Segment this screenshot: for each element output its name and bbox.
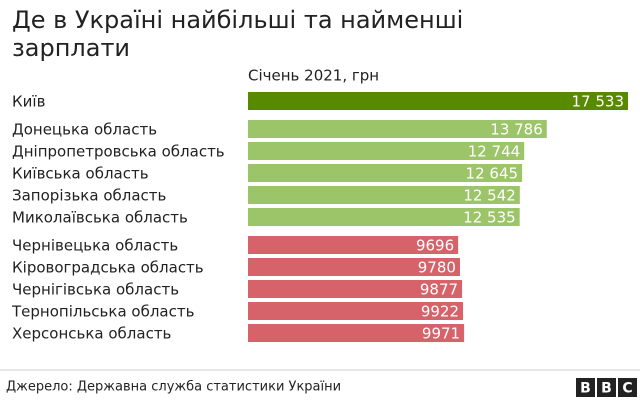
value-label: 13 786 — [490, 121, 543, 139]
value-label: 12 542 — [463, 187, 516, 205]
value-label: 9971 — [422, 325, 460, 343]
logo-box — [618, 378, 637, 397]
bar — [248, 164, 523, 182]
bar — [248, 302, 464, 320]
category-label: Херсонська область — [12, 325, 171, 343]
value-label: 9922 — [421, 303, 459, 321]
category-label: Запорізька область — [12, 187, 166, 205]
logo-letter: B — [580, 381, 591, 397]
bar — [248, 236, 459, 254]
bar — [248, 142, 525, 160]
category-label: Кіровоградська область — [12, 259, 204, 277]
logo-letter: B — [601, 381, 612, 397]
category-label: Дніпропетровська область — [12, 143, 225, 161]
value-label: 12 535 — [463, 209, 516, 227]
value-label: 9696 — [416, 237, 454, 255]
category-label: Миколаївська область — [12, 209, 188, 227]
bar — [248, 208, 520, 226]
value-label: 17 533 — [572, 93, 625, 111]
category-label: Чернігівська область — [12, 281, 179, 299]
value-label: 9877 — [420, 281, 458, 299]
bar — [248, 324, 465, 342]
chart-title: Де в Україні найбільші та найменші зарпл… — [12, 6, 464, 62]
logo-box — [597, 378, 616, 397]
bar — [248, 280, 463, 298]
bar — [248, 186, 520, 204]
category-label: Чернівецька область — [12, 237, 178, 255]
logo-letter: C — [622, 381, 632, 397]
bar — [248, 120, 547, 138]
chart-subtitle: Січень 2021, грн — [248, 67, 379, 85]
value-label: 12 744 — [468, 143, 521, 161]
logo-box — [576, 378, 595, 397]
category-label: Тернопільська область — [11, 303, 194, 321]
category-label: Київська область — [12, 165, 149, 183]
bar — [248, 258, 460, 276]
category-label: Донецька область — [12, 121, 157, 139]
source: Джерело: Державна служба статистики Укра… — [6, 380, 341, 395]
bar — [248, 92, 628, 110]
value-label: 12 645 — [466, 165, 519, 183]
category-label: Київ — [12, 93, 45, 111]
value-label: 9780 — [418, 259, 456, 277]
